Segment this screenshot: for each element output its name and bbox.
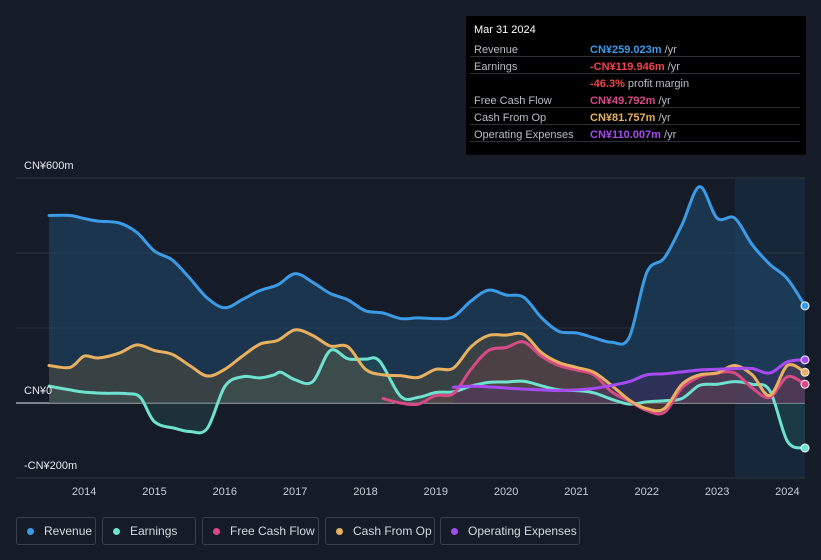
x-tick-label: 2024 (775, 486, 799, 498)
tooltip-label: Earnings (474, 61, 518, 73)
legend-dot-icon (213, 528, 220, 535)
x-tick-label: 2016 (213, 486, 237, 498)
legend-dot-icon (113, 528, 120, 535)
tooltip-value: -CN¥119.946m /yr (590, 61, 680, 73)
y-axis-labels: CN¥600m CN¥0 -CN¥200m (24, 160, 77, 472)
legend-label: Free Cash Flow (230, 524, 315, 538)
cash-from-op-line (47, 328, 807, 413)
tooltip-label: Free Cash Flow (474, 95, 552, 107)
x-tick-label: 2020 (494, 486, 518, 498)
tooltip-panel: Mar 31 2024 Revenue CN¥259.023m /yr Earn… (466, 16, 806, 155)
legend-item-cash-from-op[interactable]: Cash From Op (325, 517, 435, 545)
x-tick-label: 2022 (635, 486, 659, 498)
tooltip-row-revenue: Revenue CN¥259.023m /yr (466, 42, 806, 59)
earnings-line (47, 348, 807, 450)
tooltip-label: Revenue (474, 44, 519, 56)
tooltip-row-operating-expenses: Operating Expenses CN¥110.007m /yr (466, 127, 806, 144)
x-tick-label: 2023 (705, 486, 729, 498)
revenue-line (47, 185, 807, 346)
x-tick-label: 2018 (353, 486, 377, 498)
x-axis-ticks: 2014 2015 2016 2017 2018 2019 2020 2021 2022 2023… (72, 486, 800, 498)
tooltip-divider (470, 107, 800, 108)
tooltip-row-free-cash-flow: Free Cash Flow CN¥49.792m /yr (466, 93, 806, 110)
legend-label: Revenue (44, 524, 93, 538)
legend-label: Cash From Op (353, 524, 432, 538)
x-tick-label: 2015 (142, 486, 166, 498)
operating-expenses-line (451, 358, 807, 393)
x-tick-label: 2017 (283, 486, 307, 498)
x-tick-label: 2014 (72, 486, 96, 498)
tooltip-row-cash-from-op: Cash From Op CN¥81.757m /yr (466, 110, 806, 127)
legend-item-revenue[interactable]: Revenue (16, 517, 96, 545)
tooltip-value: CN¥110.007m /yr (590, 129, 677, 141)
free-cash-flow-area (383, 341, 805, 414)
tooltip-value: CN¥49.792m /yr (590, 95, 671, 107)
tooltip-divider (470, 56, 800, 57)
tooltip-date: Mar 31 2024 (474, 24, 536, 36)
tooltip-value: -46.3% profit margin (590, 78, 690, 90)
revenue-end-dot (800, 301, 810, 311)
cash-from-op-end-dot (800, 367, 810, 377)
y-tick-label: -CN¥200m (24, 460, 77, 472)
series-lines (47, 185, 807, 450)
tooltip-value: CN¥81.757m /yr (590, 112, 671, 124)
free-cash-flow-line (381, 340, 807, 416)
operating-expenses-end-dot (800, 355, 810, 365)
legend-label: Earnings (130, 524, 178, 538)
tooltip-label: Operating Expenses (474, 129, 574, 141)
tooltip-value: CN¥259.023m /yr (590, 44, 677, 56)
legend-label: Operating Expenses (468, 524, 577, 538)
y-tick-label: CN¥600m (24, 160, 74, 172)
free-cash-flow-end-dot (800, 379, 810, 389)
tooltip-divider (470, 124, 800, 125)
revenue-area (49, 186, 805, 403)
x-tick-label: 2021 (564, 486, 588, 498)
legend-dot-icon (27, 528, 34, 535)
tooltip-divider (470, 73, 800, 74)
earnings-end-dot (800, 443, 810, 453)
x-tick-label: 2019 (424, 486, 448, 498)
legend-item-earnings[interactable]: Earnings (102, 517, 196, 545)
legend-dot-icon (336, 528, 343, 535)
series-end-dots (800, 301, 810, 453)
legend-dot-icon (451, 528, 458, 535)
tooltip-divider (470, 141, 800, 142)
legend-item-free-cash-flow[interactable]: Free Cash Flow (202, 517, 319, 545)
tooltip-row-profit-margin: -46.3% profit margin (466, 76, 806, 93)
tooltip-row-earnings: Earnings -CN¥119.946m /yr (466, 59, 806, 76)
y-tick-label: CN¥0 (24, 385, 52, 397)
tooltip-label: Cash From Op (474, 112, 547, 124)
legend-item-operating-expenses[interactable]: Operating Expenses (440, 517, 580, 545)
